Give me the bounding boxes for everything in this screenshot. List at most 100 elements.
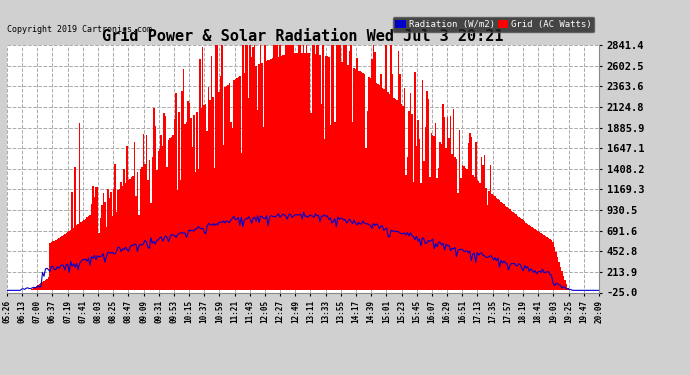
Bar (94, 196, 95, 290)
Bar (509, 210, 511, 290)
Bar (386, 45, 388, 290)
Bar (237, 77, 239, 290)
Bar (135, 196, 137, 290)
Bar (122, 186, 124, 290)
Bar (477, 180, 478, 290)
Bar (107, 189, 108, 290)
Bar (45, 280, 46, 290)
Bar (444, 117, 445, 290)
Bar (82, 221, 83, 290)
Bar (233, 80, 235, 290)
Bar (540, 233, 542, 290)
Bar (508, 208, 509, 290)
Bar (368, 77, 370, 290)
Bar (496, 198, 497, 290)
Bar (286, 45, 288, 290)
Bar (527, 224, 529, 290)
Bar (112, 216, 113, 290)
Bar (482, 165, 484, 290)
Bar (489, 191, 490, 290)
Bar (141, 167, 143, 290)
Bar (66, 233, 67, 290)
Bar (124, 169, 125, 290)
Bar (117, 190, 119, 290)
Bar (437, 178, 438, 290)
Bar (304, 53, 306, 290)
Bar (152, 157, 153, 290)
Bar (106, 227, 107, 290)
Bar (478, 181, 480, 290)
Bar (370, 78, 371, 290)
Bar (316, 45, 318, 290)
Bar (213, 97, 214, 290)
Bar (246, 45, 248, 290)
Bar (39, 284, 40, 290)
Bar (236, 78, 237, 290)
Bar (500, 202, 502, 290)
Bar (192, 147, 193, 290)
Bar (469, 133, 471, 290)
Bar (426, 91, 428, 290)
Bar (513, 213, 515, 290)
Bar (471, 138, 472, 290)
Bar (464, 168, 466, 290)
Bar (275, 45, 276, 290)
Bar (524, 222, 526, 290)
Bar (335, 45, 337, 290)
Bar (279, 45, 281, 290)
Bar (358, 70, 359, 290)
Bar (206, 130, 208, 290)
Bar (326, 56, 328, 290)
Bar (211, 56, 213, 290)
Text: Copyright 2019 Cartronics.com: Copyright 2019 Cartronics.com (7, 25, 152, 34)
Bar (557, 257, 558, 290)
Bar (99, 218, 101, 290)
Bar (491, 194, 493, 290)
Bar (468, 143, 469, 290)
Bar (328, 57, 330, 290)
Bar (262, 63, 263, 290)
Bar (80, 222, 82, 290)
Bar (108, 198, 110, 290)
Bar (248, 98, 250, 290)
Bar (526, 223, 527, 290)
Bar (400, 75, 401, 290)
Bar (208, 87, 210, 290)
Bar (415, 146, 417, 290)
Bar (355, 69, 356, 290)
Bar (235, 79, 236, 290)
Bar (410, 93, 411, 290)
Bar (408, 111, 410, 290)
Bar (383, 89, 384, 290)
Bar (384, 45, 386, 290)
Bar (215, 45, 217, 290)
Bar (159, 149, 161, 290)
Bar (284, 55, 285, 290)
Bar (228, 83, 230, 290)
Bar (291, 45, 293, 290)
Bar (177, 190, 178, 290)
Bar (285, 45, 286, 290)
Bar (538, 231, 539, 290)
Bar (375, 83, 377, 290)
Bar (64, 234, 66, 290)
Bar (263, 127, 264, 290)
Bar (61, 236, 63, 290)
Bar (221, 45, 223, 290)
Bar (54, 240, 55, 290)
Bar (445, 148, 447, 290)
Bar (451, 154, 453, 290)
Bar (343, 45, 344, 290)
Bar (126, 147, 128, 290)
Bar (241, 153, 242, 290)
Bar (121, 182, 122, 290)
Bar (422, 80, 423, 290)
Bar (138, 214, 139, 290)
Bar (128, 180, 129, 290)
Bar (457, 194, 459, 290)
Bar (567, 288, 569, 290)
Bar (351, 45, 352, 290)
Bar (346, 45, 348, 290)
Bar (402, 106, 404, 290)
Bar (442, 104, 444, 290)
